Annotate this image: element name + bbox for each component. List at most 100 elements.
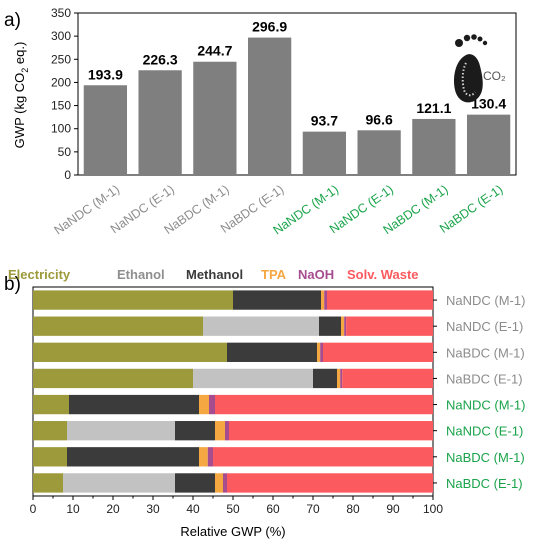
stacked-bar-segment bbox=[344, 316, 347, 336]
bar bbox=[466, 114, 511, 175]
x-tick-label: 70 bbox=[306, 502, 320, 516]
stacked-bar-segment bbox=[229, 421, 433, 441]
x-tick-label: 40 bbox=[186, 502, 200, 516]
stacked-bar-segment bbox=[320, 342, 323, 362]
stacked-bar-segment bbox=[223, 473, 227, 493]
stacked-bar-segment bbox=[340, 368, 343, 389]
bar-value-label: 193.9 bbox=[88, 66, 123, 82]
bar bbox=[247, 37, 292, 175]
stacked-bar-segment bbox=[175, 421, 215, 441]
legend-entry: Electricity bbox=[8, 267, 71, 282]
bar bbox=[83, 85, 128, 175]
stacked-bar-segment bbox=[213, 447, 433, 467]
bar-value-label: 226.3 bbox=[143, 51, 178, 67]
row-label: NaNDC (E-1) bbox=[446, 319, 523, 334]
stacked-bar-segment bbox=[203, 316, 319, 336]
legend-entry: Ethanol bbox=[117, 267, 165, 282]
y-tick-label: 200 bbox=[51, 75, 71, 89]
panel-b-stacked-chart: b) Electricity Ethanol Methanol TPA NaOH Solv… bbox=[4, 267, 525, 539]
panel-b-x-axis-title: Relative GWP (%) bbox=[180, 524, 285, 539]
panel-b-x-axis: 0 10 20 30 40 50 60 70 80 90 100 bbox=[30, 496, 443, 516]
panel-a-bars: 193.9 226.3 244.7 296.9 93.7 96.6 121.1 130.4 bbox=[83, 19, 511, 175]
bar-value-label: 96.6 bbox=[366, 111, 393, 127]
stacked-bar-segment bbox=[319, 316, 341, 336]
stacked-bar-segment bbox=[209, 394, 215, 415]
legend-entry: NaOH bbox=[298, 267, 334, 282]
stacked-bar-segment bbox=[342, 368, 433, 389]
bar bbox=[412, 118, 456, 175]
y-tick-label: 50 bbox=[58, 145, 72, 159]
row-label: NaBDC (E-1) bbox=[446, 476, 523, 491]
stacked-bar-segment bbox=[346, 316, 433, 336]
panel-b-bars bbox=[33, 290, 437, 493]
stacked-bar-segment bbox=[337, 368, 341, 389]
x-tick-label: 60 bbox=[266, 502, 280, 516]
stacked-bar-segment bbox=[33, 473, 63, 493]
stacked-bar-segment bbox=[33, 394, 69, 415]
bar bbox=[138, 70, 182, 175]
bar bbox=[302, 131, 347, 175]
x-tick-label: 0 bbox=[30, 502, 37, 516]
x-tick-label: 80 bbox=[346, 502, 360, 516]
y-tick-label: 300 bbox=[51, 29, 71, 43]
stacked-bar-segment bbox=[199, 394, 209, 415]
panel-b-label: b) bbox=[4, 274, 21, 295]
y-tick-label: 350 bbox=[51, 6, 71, 20]
bar-value-label: 244.7 bbox=[197, 43, 232, 59]
x-tick-label: 50 bbox=[226, 502, 240, 516]
stacked-bar-segment bbox=[227, 342, 317, 362]
stacked-bar-segment bbox=[324, 290, 327, 310]
panel-b-legend: Electricity Ethanol Methanol TPA NaOH Solv. W… bbox=[8, 267, 419, 282]
y-tick-label: 0 bbox=[64, 168, 71, 182]
x-tick-label: 30 bbox=[146, 502, 160, 516]
stacked-bar-segment bbox=[69, 394, 199, 415]
row-label: NaBDC (M-1) bbox=[446, 450, 525, 465]
x-tick-label: 10 bbox=[66, 502, 80, 516]
row-label: NaBDC (M-1) bbox=[446, 345, 525, 360]
stacked-bar-segment bbox=[215, 421, 225, 441]
stacked-bar-segment bbox=[33, 368, 193, 389]
legend-entry: Methanol bbox=[186, 267, 243, 282]
stacked-bar-segment bbox=[33, 316, 203, 336]
footprint-co2-text: CO₂ bbox=[483, 69, 506, 83]
bar-value-label: 130.4 bbox=[471, 96, 506, 112]
legend-entry: TPA bbox=[261, 267, 287, 282]
stacked-bar-segment bbox=[33, 342, 227, 362]
stacked-bar-segment bbox=[193, 368, 313, 389]
stacked-bar-segment bbox=[33, 421, 67, 441]
stacked-bar-segment bbox=[233, 290, 321, 310]
row-label: NaBDC (E-1) bbox=[446, 371, 523, 386]
footprint-icon bbox=[454, 34, 488, 103]
bar bbox=[357, 130, 401, 175]
stacked-bar-segment bbox=[225, 421, 229, 441]
stacked-bar-segment bbox=[63, 473, 175, 493]
stacked-bar-segment bbox=[67, 421, 175, 441]
row-label: NaNDC (M-1) bbox=[446, 398, 525, 413]
row-label: NaNDC (E-1) bbox=[446, 424, 523, 439]
panel-a-category-labels: NaNDC (M-1)NaNDC (E-1)NaBDC (M-1)NaBDC (… bbox=[52, 182, 506, 237]
panel-a-bar-chart: a) 0 50 100 150 200 250 300 350 GWP (kg CO2 eq.… bbox=[4, 6, 517, 237]
stacked-bar-segment bbox=[321, 290, 325, 310]
y-tick-label: 150 bbox=[51, 99, 71, 113]
stacked-bar-segment bbox=[317, 342, 321, 362]
stacked-bar-segment bbox=[175, 473, 215, 493]
stacked-bar-segment bbox=[199, 447, 208, 467]
stacked-bar-segment bbox=[207, 447, 213, 467]
x-tick-label: 90 bbox=[386, 502, 400, 516]
stacked-bar-segment bbox=[327, 290, 433, 310]
panel-a-label: a) bbox=[4, 10, 21, 31]
stacked-bar-segment bbox=[341, 316, 345, 336]
legend-entry: Solv. Waste bbox=[347, 267, 419, 282]
row-label: NaNDC (M-1) bbox=[446, 293, 525, 308]
panel-a-y-axis: 0 50 100 150 200 250 300 350 bbox=[51, 6, 78, 182]
stacked-bar-segment bbox=[33, 447, 67, 467]
panel-a-plot-frame bbox=[77, 12, 517, 176]
x-tick-label: 20 bbox=[106, 502, 120, 516]
bar bbox=[193, 61, 237, 175]
bar-value-label: 93.7 bbox=[311, 113, 338, 129]
bar-value-label: 296.9 bbox=[252, 19, 287, 35]
panel-a-y-axis-title: GWP (kg CO2 eq.) bbox=[12, 42, 30, 149]
stacked-bar-segment bbox=[33, 290, 233, 310]
y-tick-label: 250 bbox=[51, 52, 71, 66]
